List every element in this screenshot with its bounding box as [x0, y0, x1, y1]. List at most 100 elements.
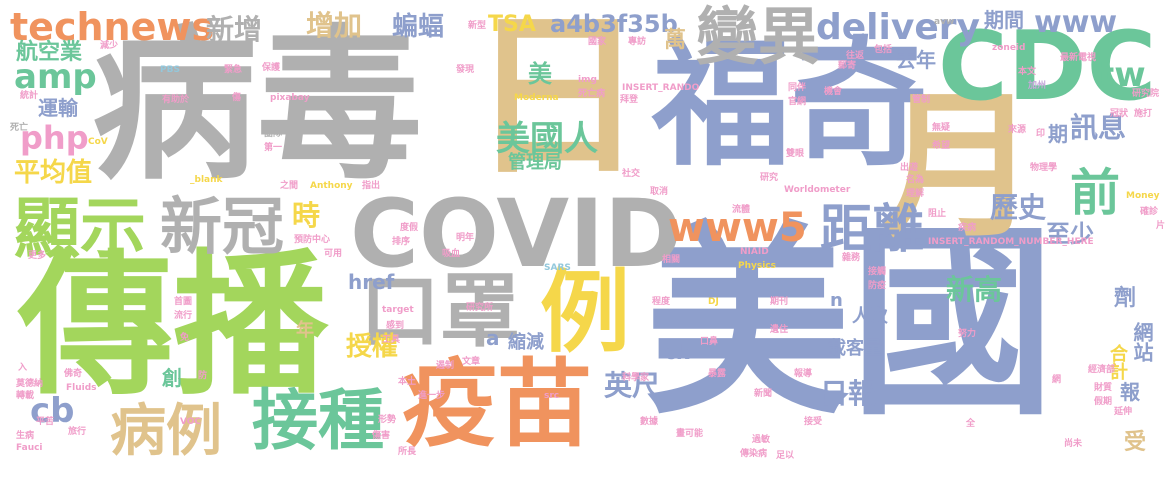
word-s31: 團隊 [264, 130, 282, 139]
word-s6: avw [934, 18, 954, 27]
word-s110: 傷害 [372, 432, 390, 441]
word-s64: NIAID [740, 248, 769, 257]
word-s14: INSERT_RANDO [622, 84, 699, 93]
word-www: www [1034, 8, 1117, 38]
word-hash: a4b3f35b [550, 12, 678, 36]
word-s105: 財質 [1094, 384, 1112, 393]
word-s70: SARS [544, 264, 571, 273]
word-s56: 片 [1156, 222, 1165, 231]
word-vaccinate: 接種 [252, 388, 384, 454]
word-year: 年 [296, 322, 314, 340]
word-s37: 指出 [362, 182, 380, 191]
word-s86: 努力 [958, 330, 976, 339]
word-s51: 施打 [1134, 110, 1152, 119]
word-dose: 劑 [1114, 288, 1136, 310]
word-create: 創 [162, 368, 182, 388]
word-s50: 印 [1036, 130, 1045, 139]
word-s118: 所長 [398, 448, 416, 457]
word-s85: 口鼻 [700, 338, 718, 347]
word-s47: 希望 [932, 142, 950, 151]
word-s15: Moderna [514, 94, 559, 103]
word-mei: 美 [528, 62, 552, 86]
word-s79: 工具 [382, 336, 400, 345]
word-average: 平均值 [14, 160, 92, 186]
word-s29: 死亡 [10, 124, 28, 133]
word-s41: 研究 [760, 174, 778, 183]
word-s94: 網 [1052, 376, 1061, 385]
word-new-add: 新增 [206, 16, 262, 44]
word-history: 歷史 [990, 194, 1046, 222]
word-s117: Fauci [16, 444, 43, 453]
word-s66: INSERT_RANDOM_NUMBER_HERE [928, 238, 1094, 247]
word-s104: 新聞 [754, 390, 772, 399]
word-s100: 莫德納 [16, 380, 43, 389]
word-s17: 拜登 [620, 96, 638, 105]
word-s33: 美國 [370, 152, 388, 161]
word-tsa: TSA [488, 14, 536, 36]
word-s3: 新型 [468, 22, 486, 31]
word-s73: 接觸 [868, 268, 886, 277]
word-s9: 本文 [1018, 68, 1036, 77]
word-s71: 相關 [662, 256, 680, 265]
word-s35: 之間 [280, 182, 298, 191]
word-covid-zh: 新冠 [160, 196, 284, 258]
word-s116: 旅行 [68, 428, 86, 437]
word-s32: 第一 [264, 144, 282, 153]
word-time: 時 [292, 202, 320, 230]
word-s57: 預防中心 [294, 236, 330, 245]
word-s11: 減少 [100, 42, 118, 51]
word-s54: Money [1126, 192, 1160, 201]
word-s81: 程度 [652, 298, 670, 307]
word-report: 報 [1120, 382, 1140, 402]
word-s53: 研究院 [1132, 90, 1159, 99]
word-s69: 更多 [28, 252, 46, 261]
word-s99: 進一步 [418, 392, 445, 401]
word-tw: tw [1098, 58, 1146, 92]
word-s63: 流體 [732, 206, 750, 215]
word-s26: 有助於 [162, 96, 189, 105]
word-s46: 物理學 [1030, 164, 1057, 173]
word-ridership: 載客量 [828, 340, 882, 358]
word-s44: 名為 [906, 176, 924, 185]
word-s22: 往返 [846, 52, 864, 61]
word-s98: 本土 [398, 378, 416, 387]
word-s18: 同伴 [788, 84, 806, 93]
word-s112: 畫可能 [676, 430, 703, 439]
word-s109: 形勢 [378, 416, 396, 425]
word-s59: 排序 [392, 238, 410, 247]
word-s102: Fluids [66, 384, 97, 393]
word-s10: 加州 [1028, 82, 1046, 91]
word-case: 例 [540, 268, 630, 358]
word-s8: 最新電視 [1060, 54, 1096, 63]
word-s93: 報導 [794, 370, 812, 379]
word-s106: 假期 [1094, 398, 1112, 407]
word-s72: 雜務 [842, 254, 860, 263]
word-s84: 遺住 [770, 326, 788, 335]
word-s13: img [578, 76, 597, 85]
word-s16: 死亡病 [578, 90, 605, 99]
word-s5: 專訪 [628, 38, 646, 47]
word-website: 網站 [1132, 322, 1152, 362]
word-s107: 延伸 [1114, 408, 1132, 417]
word-airline: 航空業 [16, 42, 82, 64]
word-s45: 理解 [906, 190, 924, 199]
word-s76: 首圖 [174, 298, 192, 307]
word-s52: 冠狀 [1110, 110, 1128, 119]
word-s42: 雙眼 [786, 150, 804, 159]
word-increase: 增加 [306, 12, 362, 40]
word-before: 前 [1070, 168, 1120, 218]
word-s87: 免 [180, 334, 189, 343]
word-php: php [20, 122, 89, 154]
word-s7: zoneid [992, 44, 1025, 53]
word-s2: 保護 [262, 64, 280, 73]
word-s111: 數據 [640, 418, 658, 427]
word-s80: 研究所 [466, 304, 493, 313]
word-s21: 管制 [912, 96, 930, 105]
word-s83: 期刊 [770, 298, 788, 307]
word-s120: 過敏 [752, 436, 770, 445]
word-last-year: 去年 [896, 50, 936, 70]
word-s61: 可用 [324, 250, 342, 259]
word-americans: 美國人 [496, 122, 598, 156]
word-s74: 防疫 [868, 282, 886, 291]
